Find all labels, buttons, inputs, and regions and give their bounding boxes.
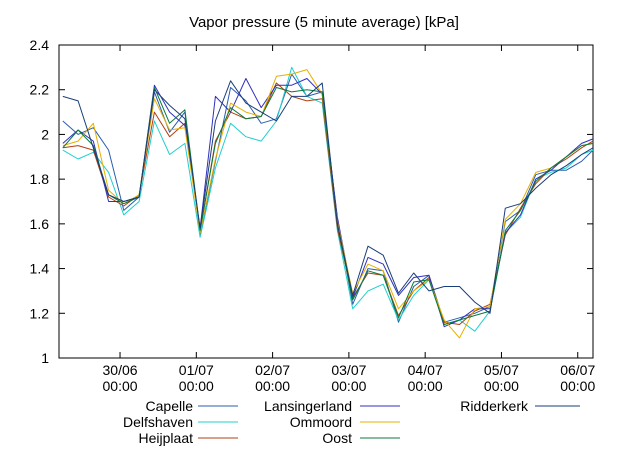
x-tick-label-time: 00:00	[484, 378, 519, 394]
x-tick-label-day: 04/07	[408, 362, 443, 378]
y-tick-label: 2.2	[30, 82, 50, 98]
legend-label: Capelle	[146, 398, 194, 414]
legend: CapelleDelfshavenHeijplaatLansingerlandO…	[123, 398, 580, 446]
x-tick-label-day: 01/07	[179, 362, 214, 378]
x-tick-label-time: 00:00	[560, 378, 595, 394]
x-tick-label-day: 03/07	[331, 362, 366, 378]
x-axis: 30/0600:0001/0700:0002/0700:0003/0700:00…	[103, 45, 595, 394]
series-line-ridderkerk	[62, 80, 594, 314]
x-tick-label-day: 05/07	[484, 362, 519, 378]
legend-label: Lansingerland	[264, 398, 352, 414]
x-tick-label-time: 00:00	[331, 378, 366, 394]
x-tick-label-day: 06/07	[560, 362, 595, 378]
x-tick-label-time: 00:00	[103, 378, 138, 394]
y-tick-label: 1.2	[30, 305, 50, 321]
legend-label: Delfshaven	[123, 414, 193, 430]
legend-label: Ommoord	[290, 414, 352, 430]
series-line-heijplaat	[62, 82, 594, 325]
legend-label: Ridderkerk	[460, 398, 529, 414]
x-tick-label-day: 02/07	[255, 362, 290, 378]
series-line-capelle	[62, 73, 594, 323]
series-line-delfshaven	[62, 66, 594, 332]
y-tick-label: 1	[41, 350, 49, 366]
series-line-ommoord	[62, 69, 594, 339]
legend-label: Oost	[322, 430, 352, 446]
y-axis: 1 1.2 1.4 1.6 1.8 2 2.2 2.4	[30, 37, 593, 366]
series-line-lansingerland	[62, 78, 594, 328]
y-tick-label: 1.6	[30, 216, 50, 232]
chart-title: Vapor pressure (5 minute average) [kPa]	[189, 14, 459, 31]
plot-frame	[58, 44, 594, 359]
y-tick-label: 1.4	[30, 261, 50, 277]
x-tick-label-time: 00:00	[255, 378, 290, 394]
x-tick-label-day: 30/06	[103, 362, 138, 378]
y-tick-label: 1.8	[30, 171, 50, 187]
series-layer	[62, 66, 594, 339]
y-tick-label: 2	[41, 126, 49, 142]
y-tick-label: 2.4	[30, 37, 50, 53]
x-tick-label-time: 00:00	[408, 378, 443, 394]
x-tick-label-time: 00:00	[179, 378, 214, 394]
legend-label: Heijplaat	[139, 430, 194, 446]
